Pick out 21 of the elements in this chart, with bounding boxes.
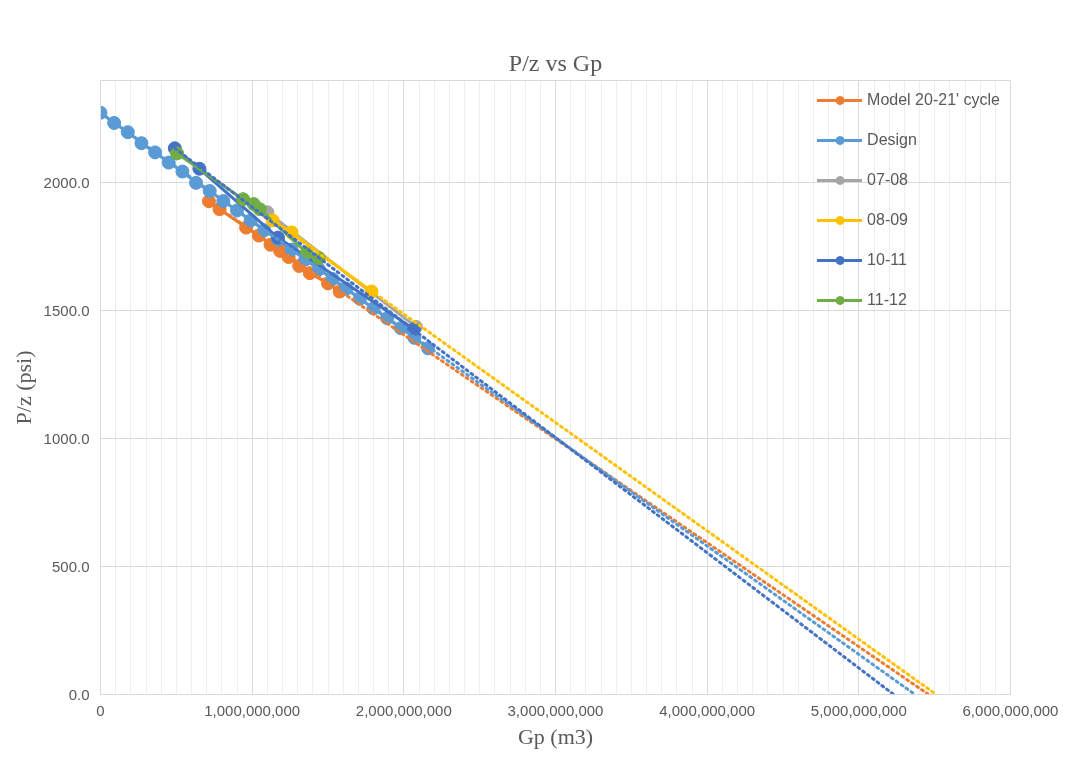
- x-tick-label: 6,000,000,000: [962, 701, 1059, 719]
- x-tick-label: 4,000,000,000: [659, 701, 756, 719]
- legend-label: 07-08: [867, 171, 909, 189]
- y-tick-label: 1500.0: [43, 301, 90, 319]
- legend-label: 10-11: [867, 251, 907, 269]
- x-tick-label: 0: [96, 701, 105, 719]
- x-tick-label: 5,000,000,000: [810, 701, 907, 719]
- legend-label: 11-12: [867, 291, 907, 309]
- y-tick-label: 2000.0: [43, 173, 90, 191]
- x-tick-label: 3,000,000,000: [507, 701, 604, 719]
- x-tick-label: 1,000,000,000: [204, 701, 301, 719]
- legend-label: Model 20-21' cycle: [867, 91, 1000, 109]
- legend-label: 08-09: [867, 211, 909, 229]
- y-axis-title: P/z (psi): [10, 350, 36, 425]
- y-tick-label: 1000.0: [43, 429, 90, 447]
- y-tick-label: 500.0: [51, 557, 90, 575]
- x-tick-label: 2,000,000,000: [355, 701, 452, 719]
- x-axis-title: Gp (m3): [517, 723, 594, 749]
- y-tick-label: 0.0: [68, 685, 90, 703]
- legend-label: Design: [867, 131, 917, 149]
- chart-title: P/z vs Gp: [508, 49, 603, 76]
